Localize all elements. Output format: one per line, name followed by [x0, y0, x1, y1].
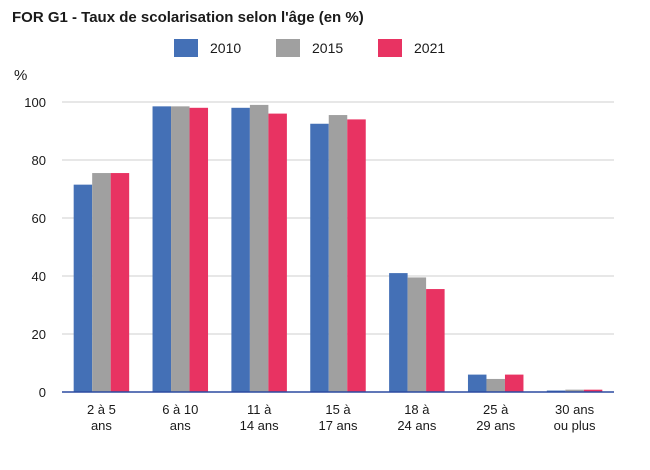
bar-2015-5	[486, 378, 505, 392]
bar-2021-2	[268, 113, 287, 392]
legend-swatch-2015	[276, 39, 300, 57]
legend-label-2010: 2010	[210, 40, 241, 56]
bars	[73, 104, 603, 393]
bar-2010-0	[73, 184, 93, 392]
bar-2010-2	[231, 107, 250, 393]
bar-2021-4	[426, 289, 445, 392]
y-tick-label: 80	[32, 153, 46, 168]
x-tick-label: 25 à 29 ans	[476, 402, 516, 433]
chart-title: FOR G1 - Taux de scolarisation selon l'â…	[12, 9, 364, 26]
bar-2015-6	[565, 389, 584, 392]
bar-2015-0	[92, 173, 111, 392]
y-axis-ticks: 0 20 40 60 80 100	[24, 95, 46, 400]
legend-label-2021: 2021	[414, 40, 445, 56]
x-tick-label: 6 à 10 ans	[162, 402, 198, 433]
bar-2021-5	[504, 374, 524, 392]
legend-label-2015: 2015	[312, 40, 343, 56]
x-tick-label: 15 à 17 ans	[318, 402, 358, 433]
bar-2021-3	[347, 119, 366, 393]
legend-swatch-2010	[174, 39, 198, 57]
legend: 2010 2015 2021	[174, 39, 445, 57]
y-axis-label: %	[14, 67, 27, 84]
x-tick-label: 18 à 24 ans	[397, 402, 437, 433]
bar-2015-3	[328, 115, 348, 393]
bar-2021-1	[189, 107, 209, 393]
y-tick-label: 100	[24, 95, 46, 110]
y-tick-label: 20	[32, 327, 46, 342]
bar-2015-4	[407, 277, 427, 392]
bar-2021-0	[110, 173, 130, 392]
bar-2010-4	[389, 273, 408, 392]
x-tick-label: 2 à 5 ans	[87, 402, 116, 433]
bar-2010-1	[152, 106, 172, 392]
x-tick-label: 11 à 14 ans	[240, 402, 280, 433]
legend-swatch-2021	[378, 39, 402, 57]
bar-2010-3	[310, 123, 329, 392]
bar-2015-2	[249, 104, 269, 393]
y-tick-label: 40	[32, 269, 46, 284]
bar-2021-6	[583, 389, 603, 392]
y-tick-label: 60	[32, 211, 46, 226]
x-tick-label: 30 ans ou plus	[554, 402, 596, 433]
x-axis-ticks: 2 à 5 ans 6 à 10 ans 11 à 14 ans 15 à 17 ans 18 …	[87, 402, 596, 433]
bar-2015-1	[171, 106, 190, 392]
bar-2010-5	[467, 374, 487, 392]
y-tick-label: 0	[39, 385, 46, 400]
